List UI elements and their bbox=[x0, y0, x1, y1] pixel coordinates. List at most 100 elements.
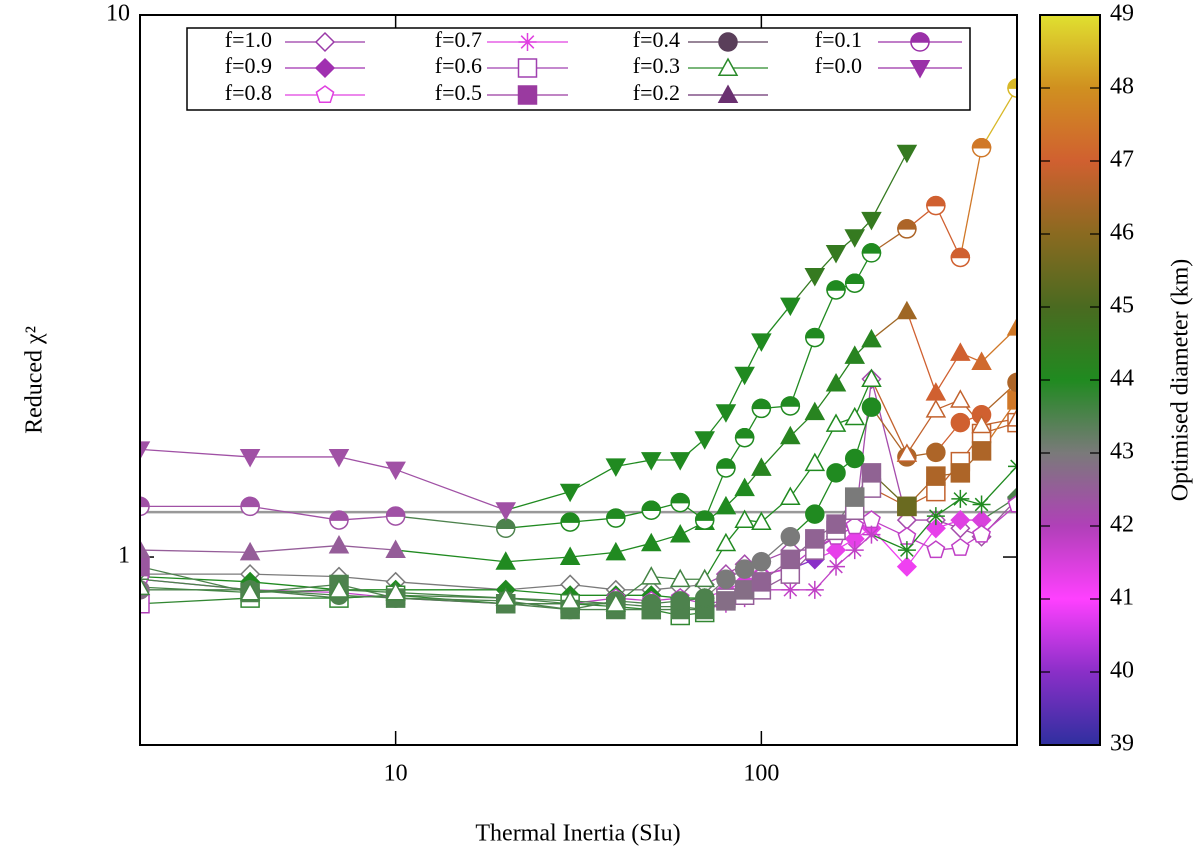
marker bbox=[641, 593, 662, 614]
marker-shape bbox=[239, 581, 261, 601]
marker bbox=[640, 452, 662, 471]
marker bbox=[861, 211, 882, 231]
marker-shape bbox=[559, 483, 581, 503]
marker bbox=[825, 372, 847, 392]
marker-shape bbox=[751, 552, 772, 572]
marker bbox=[1007, 78, 1017, 98]
marker bbox=[606, 508, 626, 528]
marker-shape bbox=[844, 448, 865, 469]
marker bbox=[896, 144, 918, 164]
marker bbox=[734, 559, 755, 579]
legend-label: f=0.4 bbox=[633, 27, 680, 52]
series-line bbox=[870, 152, 908, 221]
marker bbox=[972, 524, 991, 543]
marker bbox=[385, 461, 406, 481]
marker bbox=[518, 33, 537, 51]
marker bbox=[926, 195, 946, 216]
marker-shape bbox=[715, 495, 737, 515]
marker bbox=[896, 556, 917, 577]
marker bbox=[805, 580, 824, 599]
series-line bbox=[250, 544, 340, 554]
series-line bbox=[505, 556, 571, 563]
marker-shape bbox=[751, 457, 772, 476]
marker bbox=[239, 448, 261, 468]
marker bbox=[734, 366, 755, 386]
marker-shape bbox=[971, 441, 992, 461]
series-line bbox=[250, 589, 340, 594]
marker bbox=[517, 85, 538, 105]
series-line bbox=[906, 311, 937, 393]
marker-shape bbox=[780, 425, 801, 445]
marker bbox=[896, 443, 918, 462]
marker-shape bbox=[804, 268, 826, 287]
marker bbox=[780, 526, 801, 547]
marker bbox=[780, 297, 801, 317]
marker bbox=[716, 591, 736, 611]
marker bbox=[781, 580, 800, 599]
marker-shape bbox=[896, 300, 918, 320]
series-line bbox=[338, 456, 396, 471]
marker bbox=[1006, 408, 1017, 427]
colorbar-label: Optimised diameter (km) bbox=[1168, 259, 1194, 502]
marker-shape bbox=[715, 404, 737, 423]
marker-shape bbox=[896, 556, 917, 577]
marker bbox=[971, 414, 992, 434]
marker bbox=[909, 60, 931, 79]
marker bbox=[926, 466, 946, 486]
marker-shape bbox=[734, 477, 755, 497]
series-line bbox=[140, 549, 251, 554]
marker-shape bbox=[641, 500, 662, 511]
marker-shape bbox=[926, 507, 945, 526]
marker bbox=[925, 399, 947, 418]
marker-shape bbox=[805, 580, 824, 599]
series-line bbox=[505, 491, 571, 511]
series-line bbox=[395, 549, 506, 563]
marker-shape bbox=[751, 511, 772, 531]
marker bbox=[950, 537, 970, 556]
series-line bbox=[395, 591, 506, 599]
marker-shape bbox=[826, 463, 846, 483]
legend-label: f=0.7 bbox=[435, 27, 482, 52]
marker bbox=[950, 342, 971, 361]
colorbar-tick-label: 47 bbox=[1110, 147, 1134, 173]
marker bbox=[385, 506, 406, 526]
marker bbox=[804, 452, 826, 472]
marker-shape bbox=[1007, 78, 1017, 89]
marker-shape bbox=[805, 327, 825, 339]
marker-shape bbox=[862, 525, 881, 544]
marker-shape bbox=[314, 31, 336, 53]
marker bbox=[861, 328, 882, 348]
marker-shape bbox=[495, 502, 517, 521]
marker bbox=[328, 579, 350, 598]
marker-shape bbox=[971, 351, 992, 370]
marker-shape bbox=[780, 549, 801, 570]
marker bbox=[559, 546, 581, 565]
marker bbox=[605, 458, 627, 477]
marker-shape bbox=[385, 539, 406, 559]
plot-area bbox=[140, 78, 1017, 626]
marker-shape bbox=[734, 366, 755, 386]
marker bbox=[897, 541, 916, 560]
x-axis-label: Thermal Inertia (SIu) bbox=[475, 821, 680, 847]
marker-shape bbox=[780, 486, 801, 506]
marker-shape bbox=[910, 32, 930, 43]
marker-shape bbox=[805, 529, 825, 549]
marker-shape bbox=[605, 593, 627, 612]
marker bbox=[694, 510, 715, 530]
marker bbox=[951, 489, 970, 508]
marker-shape bbox=[641, 593, 662, 614]
marker-shape bbox=[950, 247, 971, 259]
marker bbox=[950, 463, 971, 483]
series-line bbox=[338, 544, 396, 551]
marker bbox=[694, 431, 715, 450]
marker-shape bbox=[826, 280, 846, 291]
marker-shape bbox=[804, 401, 826, 421]
marker bbox=[670, 492, 690, 513]
colorbar-tick-label: 49 bbox=[1110, 1, 1134, 27]
marker bbox=[734, 509, 755, 529]
marker bbox=[315, 85, 335, 104]
marker bbox=[897, 219, 917, 239]
marker-shape bbox=[328, 579, 350, 598]
marker-shape bbox=[517, 85, 538, 105]
marker bbox=[694, 588, 715, 608]
